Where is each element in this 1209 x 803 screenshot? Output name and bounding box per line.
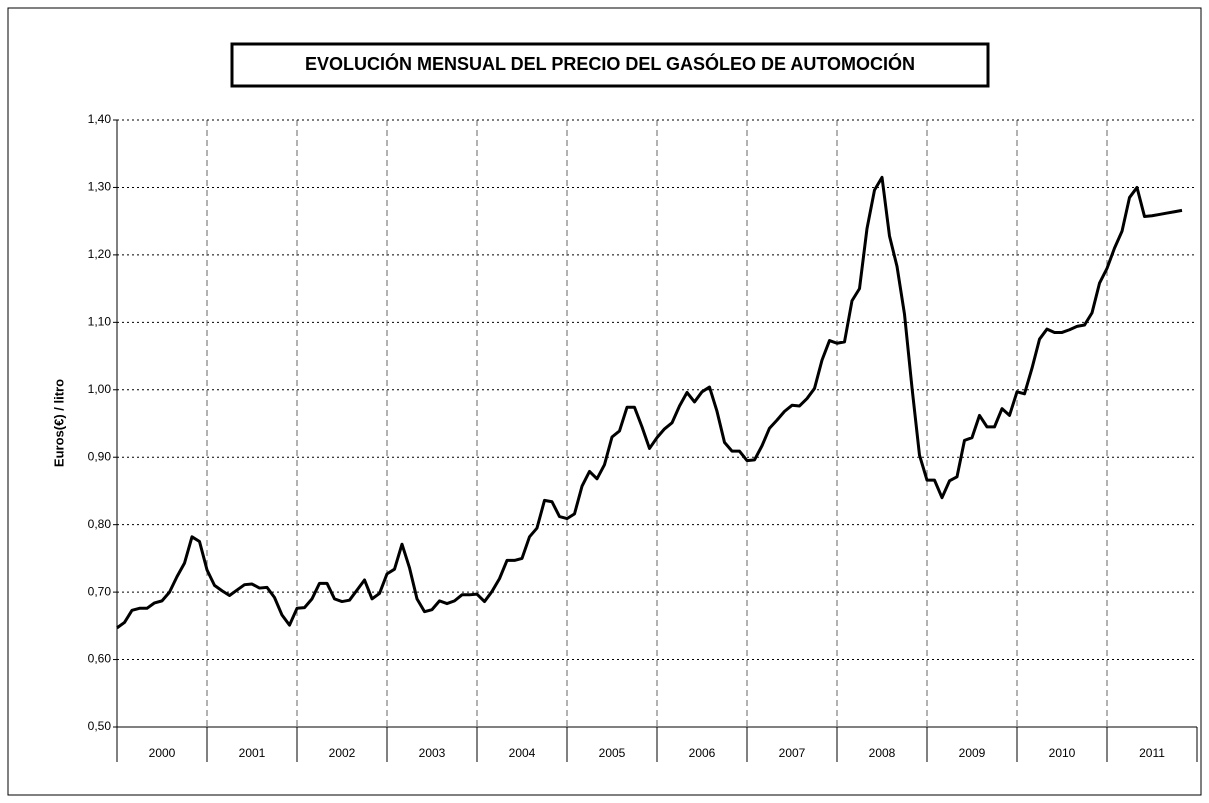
y-tick-label: 1,20 xyxy=(88,247,112,261)
y-tick-label: 1,40 xyxy=(88,112,112,126)
x-tick-label: 2004 xyxy=(509,746,536,760)
y-tick-label: 0,90 xyxy=(88,449,112,463)
y-tick-label: 0,80 xyxy=(88,517,112,531)
y-tick-label: 0,70 xyxy=(88,584,112,598)
y-tick-label: 1,10 xyxy=(88,315,112,329)
x-tick-label: 2001 xyxy=(239,746,266,760)
x-tick-label: 2000 xyxy=(149,746,176,760)
y-tick-label: 1,00 xyxy=(88,382,112,396)
y-tick-label: 1,30 xyxy=(88,180,112,194)
x-tick-label: 2003 xyxy=(419,746,446,760)
x-tick-label: 2011 xyxy=(1139,746,1165,760)
price-line xyxy=(116,175,1183,630)
x-tick-label: 2008 xyxy=(869,746,896,760)
x-tick-label: 2002 xyxy=(329,746,356,760)
chart-title: EVOLUCIÓN MENSUAL DEL PRECIO DEL GASÓLEO… xyxy=(305,53,915,74)
x-tick-label: 2005 xyxy=(599,746,626,760)
y-tick-label: 0,60 xyxy=(88,652,112,666)
title-box xyxy=(230,42,990,88)
x-tick-label: 2010 xyxy=(1049,746,1076,760)
x-tick-label: 2007 xyxy=(779,746,806,760)
x-tick-label: 2006 xyxy=(689,746,716,760)
x-tick-label: 2009 xyxy=(959,746,986,760)
y-axis-label: Euros(€) / litro xyxy=(51,379,66,467)
y-tick-label: 0,50 xyxy=(88,719,112,733)
